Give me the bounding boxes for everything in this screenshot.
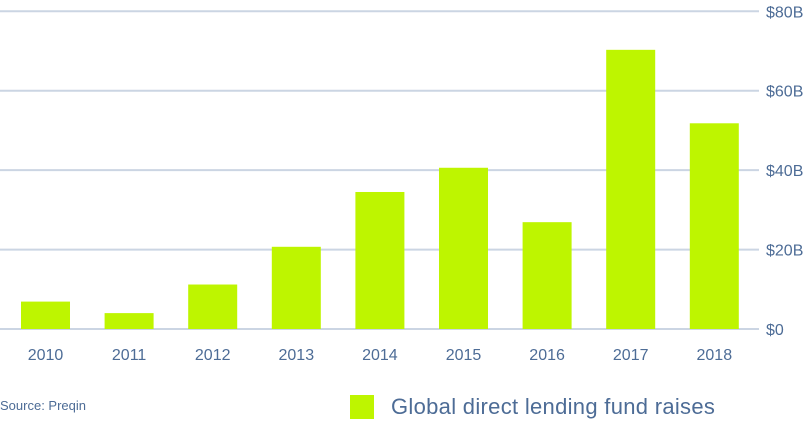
y-tick-label: $40B <box>766 163 803 180</box>
bar-2010 <box>21 301 70 329</box>
bar-2017 <box>606 49 656 329</box>
y-tick-label: $60B <box>766 84 803 101</box>
y-tick-label: $20B <box>766 243 803 260</box>
y-tick-label: $0 <box>766 322 784 339</box>
legend-label: Global direct lending fund raises <box>391 394 716 419</box>
x-tick-label: 2012 <box>195 347 231 364</box>
x-tick-label: 2010 <box>28 347 64 364</box>
bar-2018 <box>689 123 739 330</box>
bar-2015 <box>439 167 488 329</box>
bar-2014 <box>355 191 405 329</box>
bar-2012 <box>188 284 238 329</box>
x-tick-label: 2018 <box>697 347 733 364</box>
x-tick-label: 2016 <box>529 347 565 364</box>
x-tick-label: 2011 <box>112 347 147 364</box>
y-tick-label: $80B <box>766 4 803 21</box>
legend-swatch <box>350 395 374 419</box>
bar-2011 <box>104 313 154 329</box>
bar-2013 <box>271 246 321 329</box>
bar-chart: $0 $20B $40B $60B $80B 2010 2011 2012 2013 2014 20… <box>0 4 803 364</box>
x-tick-label: 2017 <box>613 347 649 364</box>
legend: Global direct lending fund raises <box>350 394 715 420</box>
x-tick-label: 2015 <box>446 347 482 364</box>
source-note: Source: Preqin <box>0 398 86 413</box>
x-tick-label: 2014 <box>362 347 398 364</box>
bar-2016 <box>522 222 572 329</box>
x-tick-label: 2013 <box>279 347 315 364</box>
